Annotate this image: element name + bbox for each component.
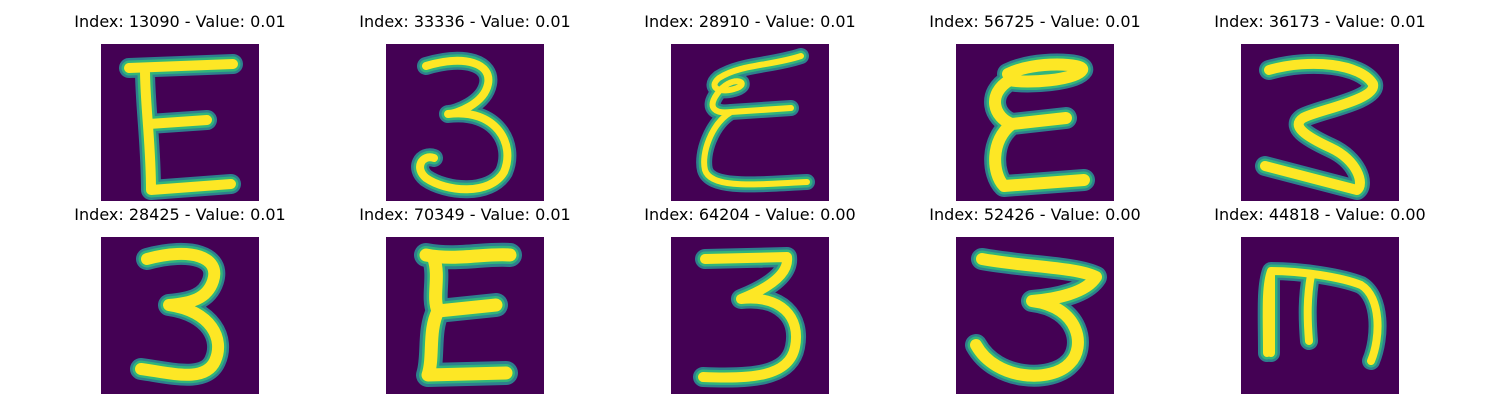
sample-cell-7: Index: 64204 - Value: 0.00 [630,203,870,394]
sample-cell-5: Index: 28425 - Value: 0.01 [60,203,300,394]
sample-cell-1: Index: 33336 - Value: 0.01 [345,10,585,201]
digit-image-3 [101,237,259,394]
digit-image-e-round [956,44,1114,201]
sample-title: Index: 13090 - Value: 0.01 [74,12,286,31]
sample-title: Index: 52426 - Value: 0.00 [929,205,1141,224]
sample-title: Index: 44818 - Value: 0.00 [1214,205,1426,224]
sample-cell-6: Index: 70349 - Value: 0.01 [345,203,585,394]
sample-cell-3: Index: 56725 - Value: 0.01 [915,10,1155,201]
digit-image-z-curve [1241,44,1399,201]
sample-title: Index: 64204 - Value: 0.00 [644,205,856,224]
digit-image-3 [386,44,544,201]
sample-title: Index: 28425 - Value: 0.01 [74,205,286,224]
sample-title: Index: 70349 - Value: 0.01 [359,205,571,224]
sample-cell-0: Index: 13090 - Value: 0.01 [60,10,300,201]
sample-title: Index: 33336 - Value: 0.01 [359,12,571,31]
sample-cell-4: Index: 36173 - Value: 0.01 [1200,10,1440,201]
digit-image-m-rotated [1241,237,1399,394]
sample-cell-8: Index: 52426 - Value: 0.00 [915,203,1155,394]
digit-image-cursive-e [671,44,829,201]
digit-image-e-upright [101,44,259,201]
digit-image-3-wide [956,237,1114,394]
sample-title: Index: 36173 - Value: 0.01 [1214,12,1426,31]
digit-image-e-wavy [386,237,544,394]
sample-title: Index: 28910 - Value: 0.01 [644,12,856,31]
sample-cell-9: Index: 44818 - Value: 0.00 [1200,203,1440,394]
digit-image-3-flat [671,237,829,394]
sample-cell-2: Index: 28910 - Value: 0.01 [630,10,870,201]
sample-title: Index: 56725 - Value: 0.01 [929,12,1141,31]
